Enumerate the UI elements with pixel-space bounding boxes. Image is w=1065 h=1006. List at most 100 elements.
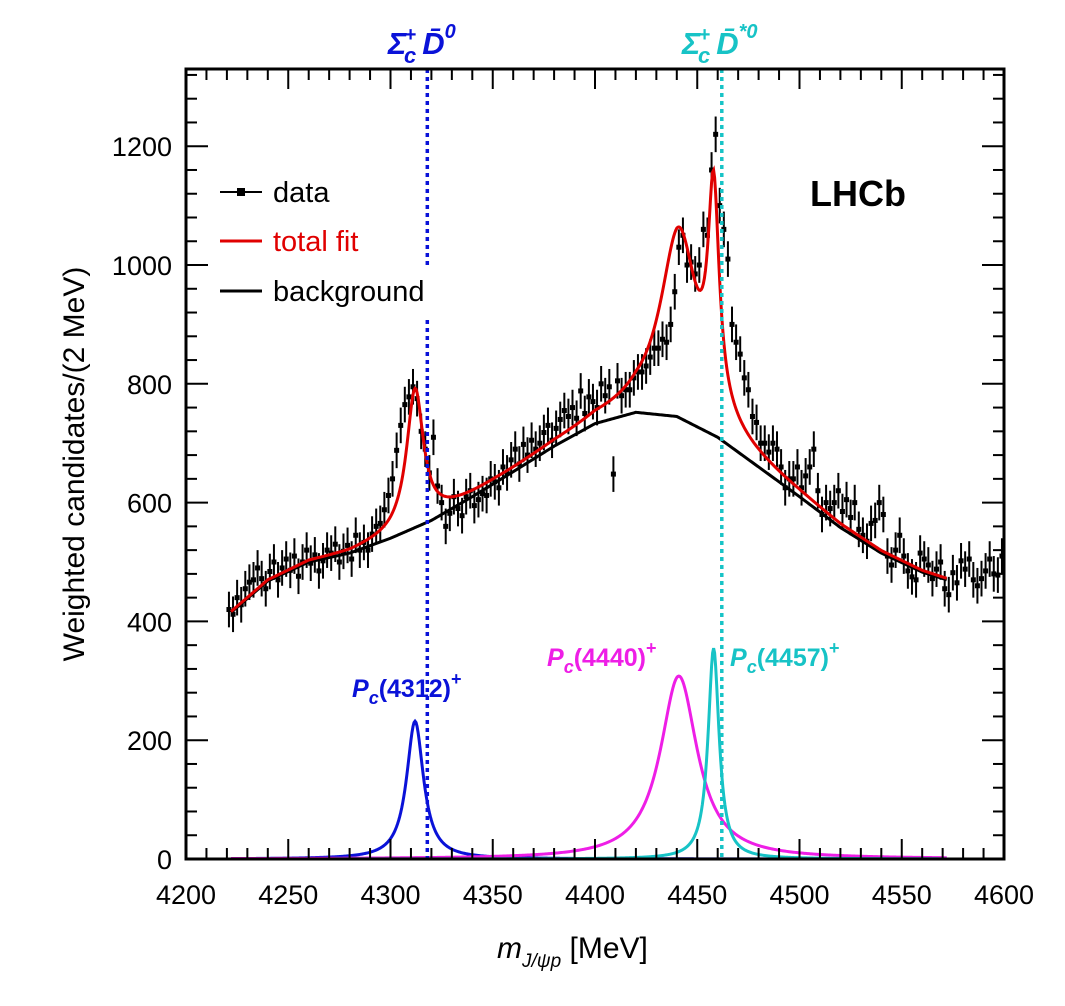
fit-curves	[230, 165, 948, 859]
data-point	[758, 425, 764, 462]
data-marker	[631, 375, 637, 381]
data-marker	[713, 131, 719, 137]
data-marker	[725, 256, 731, 262]
data-point	[823, 484, 829, 521]
data-marker	[250, 577, 256, 583]
data-marker	[643, 363, 649, 369]
data-marker	[938, 559, 944, 565]
data-marker	[525, 452, 531, 458]
data-point	[721, 211, 727, 248]
data-marker	[553, 425, 559, 431]
data-point	[582, 395, 588, 432]
data-point	[974, 567, 980, 604]
data-point	[950, 554, 956, 591]
data-marker	[570, 405, 576, 411]
data-marker	[709, 167, 715, 173]
data-marker	[974, 583, 980, 589]
data-marker	[737, 351, 743, 357]
data-point	[962, 551, 968, 587]
data-point	[749, 398, 755, 435]
data-marker	[799, 485, 805, 491]
data-point	[373, 508, 379, 545]
data-marker	[979, 576, 985, 582]
data-marker	[774, 446, 780, 452]
data-marker	[770, 440, 776, 446]
data-point	[856, 511, 862, 548]
data-point	[889, 547, 895, 583]
data-marker	[803, 473, 809, 479]
data-marker	[332, 541, 338, 547]
data-marker	[619, 393, 625, 399]
data-point	[561, 392, 567, 429]
data-marker	[946, 592, 952, 598]
data-point	[672, 273, 678, 310]
x-tick-label: 4550	[872, 880, 932, 910]
legend: data total fit background	[220, 177, 425, 308]
data-marker	[475, 497, 481, 503]
data-marker	[844, 497, 850, 503]
data-marker	[962, 566, 968, 572]
legend-entry-background: background	[220, 276, 425, 308]
x-tick-label: 4250	[258, 880, 318, 910]
data-marker	[610, 471, 616, 477]
data-point	[234, 579, 240, 616]
data-point	[901, 538, 907, 574]
data-marker	[377, 520, 383, 526]
threshold-label-sigmac-d0: Σ+ c D̄0	[387, 21, 456, 68]
data-point	[275, 562, 281, 598]
data-point	[893, 532, 899, 568]
data-point	[255, 550, 261, 586]
data-marker	[304, 547, 310, 553]
data-point	[970, 562, 976, 598]
x-tick-label: 4500	[769, 880, 829, 910]
data-marker	[259, 576, 265, 582]
peak-label-pc4457: Pc(4457)+	[730, 638, 839, 677]
data-point	[664, 324, 670, 361]
x-tick-label: 4400	[565, 880, 625, 910]
data-point	[447, 495, 453, 532]
data-point	[958, 543, 964, 579]
data-marker	[255, 565, 261, 571]
data-point	[623, 371, 629, 408]
data-point	[557, 401, 563, 438]
data-marker	[668, 321, 674, 327]
data-marker	[790, 476, 796, 482]
data-point	[803, 458, 809, 494]
data-marker	[230, 611, 236, 617]
data-marker	[639, 369, 645, 375]
data-point	[999, 538, 1004, 574]
data-point	[541, 414, 547, 451]
legend-label-data: data	[273, 177, 330, 209]
data-point	[574, 400, 580, 437]
data-point	[700, 211, 706, 248]
data-point	[230, 596, 236, 633]
data-marker	[664, 339, 670, 345]
data-point	[876, 484, 882, 521]
data-marker	[561, 408, 567, 414]
data-marker	[283, 556, 289, 562]
data-point	[815, 472, 821, 509]
data-point	[430, 419, 436, 456]
data-point	[520, 426, 526, 463]
data-point	[651, 330, 657, 366]
data-point	[631, 360, 637, 396]
data-point	[385, 477, 391, 514]
data-marker	[590, 399, 596, 405]
data-point	[852, 484, 858, 521]
data-marker	[733, 339, 739, 345]
data-marker	[496, 485, 502, 491]
data-point	[774, 431, 780, 467]
x-tick-label: 4600	[974, 880, 1034, 910]
data-marker	[778, 464, 784, 470]
data-marker	[480, 491, 486, 497]
data-marker	[909, 574, 915, 580]
data-marker	[950, 570, 956, 576]
data-marker	[279, 565, 285, 571]
data-marker	[925, 562, 931, 568]
data-marker	[402, 402, 408, 408]
x-axis-title: mJ/ψp [MeV]	[497, 932, 648, 972]
data-point	[831, 484, 837, 521]
data-point	[778, 449, 784, 485]
data-point	[586, 379, 592, 415]
data-point	[811, 431, 817, 467]
